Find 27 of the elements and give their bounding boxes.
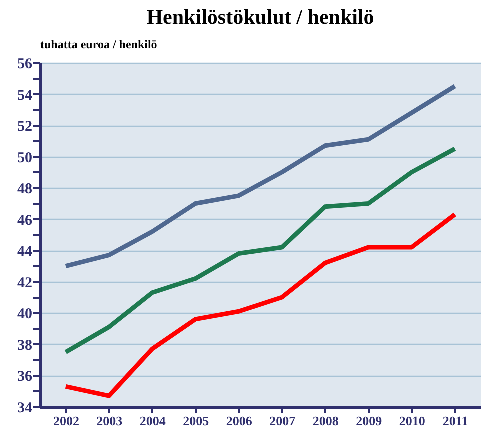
x-tick-label: 2008 <box>312 414 340 427</box>
x-tick-label: 2004 <box>140 414 166 427</box>
x-tick-label: 2006 <box>226 414 253 427</box>
x-tick-label: 2003 <box>96 414 124 427</box>
y-axis-title: tuhatta euroa / henkilö <box>40 38 158 52</box>
y-tick-label: 40 <box>18 306 32 323</box>
line-series <box>64 84 458 269</box>
y-tick-label: 38 <box>18 338 32 354</box>
x-tick-label: 2002 <box>53 414 80 427</box>
y-tick-label: 54 <box>18 88 33 104</box>
x-tick-label: 2009 <box>356 414 383 427</box>
y-tick-label: 46 <box>18 212 33 229</box>
y-tick-label: 34 <box>18 400 33 416</box>
x-tick-label: 2005 <box>183 414 210 427</box>
y-tick-label: 52 <box>18 119 32 136</box>
y-tick-label: 50 <box>18 150 32 166</box>
line-series <box>64 146 458 355</box>
y-tick-label: 36 <box>18 369 33 386</box>
x-tick-label: 2007 <box>270 414 296 427</box>
x-tick-label: 2010 <box>399 414 426 427</box>
chart-title: Henkilöstökulut / henkilö <box>146 5 374 29</box>
x-tick-label: 2011 <box>442 414 468 427</box>
line-series <box>64 212 458 398</box>
y-tick-label: 56 <box>18 56 33 72</box>
y-tick-label: 44 <box>18 244 33 260</box>
y-tick-label: 48 <box>18 182 32 198</box>
y-tick-label: 42 <box>18 275 32 292</box>
